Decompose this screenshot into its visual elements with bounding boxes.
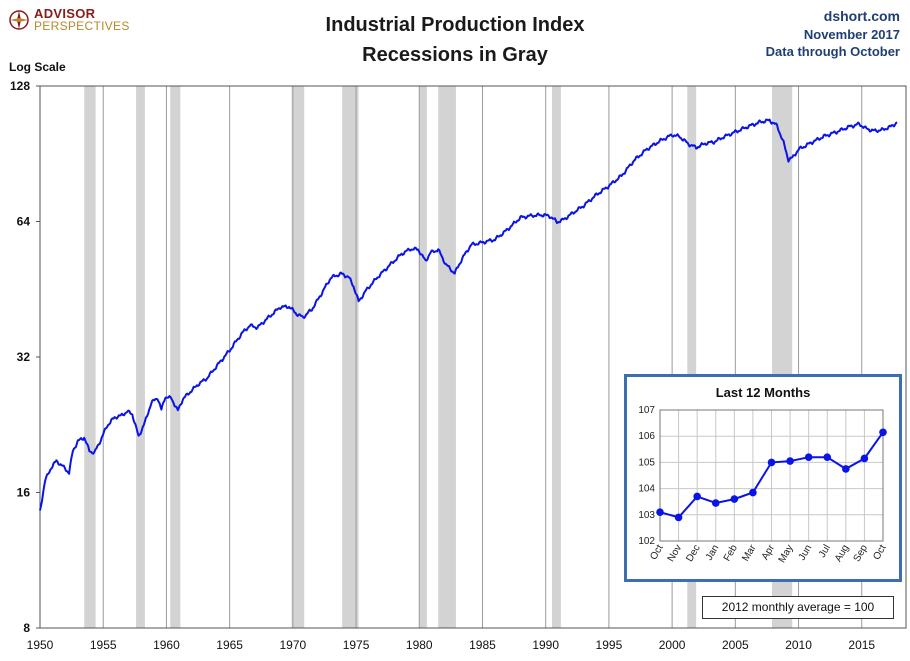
inset-plot-border: [659, 409, 884, 542]
inset-chart: 102 103 104 105 106 107 Oct Nov Dec Jan Feb Mar Apr…: [638, 405, 888, 565]
inset-data-point: [674, 513, 683, 522]
inset-x-ticks: Oct Nov Dec Jan Feb Mar Apr May Jun Jul Aug Sep Oct: [648, 542, 888, 564]
recession-band: [438, 86, 456, 628]
x-tick-label: 1995: [596, 638, 623, 652]
inset-data-point: [860, 454, 869, 463]
y-axis-label: Log Scale: [9, 60, 66, 74]
y-axis-ticks: 8 16 32 64 128: [10, 79, 40, 635]
inset-grid: [659, 409, 884, 542]
inset-points: [656, 428, 887, 522]
vertical-gridlines: [39, 86, 863, 628]
industrial-production-line: [39, 118, 898, 511]
inset-x-tick-label: Jul: [817, 543, 833, 560]
chart-title: Industrial Production Index: [325, 14, 585, 36]
chart-subtitle: Recessions in Gray: [362, 44, 548, 66]
inset-data-point: [823, 453, 832, 461]
x-tick-label: 2010: [785, 638, 812, 652]
y-tick-label: 32: [17, 350, 31, 364]
inset-x-tick-label: Nov: [666, 543, 684, 564]
recession-band: [419, 86, 427, 628]
inset-x-tick-label: Jan: [704, 543, 722, 562]
inset-y-tick-label: 105: [638, 457, 655, 468]
y-tick-label: 16: [17, 486, 31, 500]
recession-band: [687, 86, 697, 628]
advisor-perspectives-logo: ADVISOR PERSPECTIVES: [8, 6, 130, 33]
recession-band: [342, 86, 359, 628]
inset-x-tick-label: Dec: [684, 543, 702, 564]
inset-y-tick-label: 106: [638, 431, 655, 442]
inset-data-point: [842, 465, 850, 473]
recession-band: [136, 86, 145, 628]
inset-y-tick-label: 102: [638, 536, 655, 547]
inset-y-ticks: 102 103 104 105 106 107: [638, 405, 655, 547]
x-tick-label: 2000: [659, 638, 686, 652]
x-tick-label: 1970: [279, 638, 306, 652]
inset-x-tick-label: Aug: [833, 543, 851, 564]
inset-title: Last 12 Months: [715, 385, 811, 400]
inset-x-tick-label: Jun: [797, 543, 815, 562]
inset-data-point: [711, 499, 720, 507]
y-tick-label: 64: [17, 215, 31, 229]
inset-data-point: [786, 457, 794, 465]
y-tick-label: 128: [10, 79, 30, 93]
inset-data-point: [730, 495, 739, 503]
inset-y-tick-label: 107: [638, 405, 655, 416]
inset-data-point: [693, 492, 701, 501]
x-tick-label: 1965: [216, 638, 243, 652]
data-through-note: Data through October: [765, 44, 900, 59]
x-tick-label: 1980: [406, 638, 433, 652]
x-tick-label: 1955: [90, 638, 117, 652]
inset-data-point: [804, 453, 813, 461]
footer-note: 2012 monthly average = 100: [702, 596, 894, 619]
last-12-months-inset: 102 103 104 105 106 107 Oct Nov Dec Jan Feb Mar Apr…: [624, 374, 902, 582]
x-tick-label: 1950: [27, 638, 54, 652]
recession-band: [84, 86, 96, 628]
recession-band: [291, 86, 305, 628]
publish-date: November 2017: [803, 27, 900, 42]
recession-band: [552, 86, 561, 628]
inset-x-tick-label: Mar: [740, 542, 758, 563]
x-tick-label: 2015: [848, 638, 875, 652]
source-site: dshort.com: [823, 8, 900, 24]
inset-y-tick-label: 104: [638, 484, 655, 495]
inset-x-tick-label: Oct: [871, 543, 888, 562]
logo-line-1: ADVISOR: [34, 6, 96, 21]
x-tick-label: 1975: [343, 638, 370, 652]
inset-y-tick-label: 103: [638, 510, 655, 521]
x-tick-label: 2005: [722, 638, 749, 652]
inset-x-tick-label: Feb: [722, 543, 740, 564]
x-tick-label: 1985: [469, 638, 496, 652]
y-tick-label: 8: [23, 621, 30, 635]
recession-band: [170, 86, 181, 628]
logo-line-2: PERSPECTIVES: [34, 19, 130, 33]
x-tick-label: 1960: [153, 638, 180, 652]
inset-data-point: [879, 428, 887, 437]
x-tick-label: 1990: [532, 638, 559, 652]
inset-x-tick-label: Sep: [852, 543, 871, 564]
inset-data-point: [767, 458, 776, 467]
compass-icon: [9, 10, 29, 30]
inset-x-tick-label: Apr: [760, 542, 778, 562]
x-axis-ticks: 1950 1955 1960 1965 1970 1975 1980 1985 1990 1995…: [27, 638, 876, 652]
inset-x-tick-label: May: [777, 543, 796, 565]
inset-data-point: [656, 508, 664, 516]
inset-data-point: [749, 488, 757, 497]
